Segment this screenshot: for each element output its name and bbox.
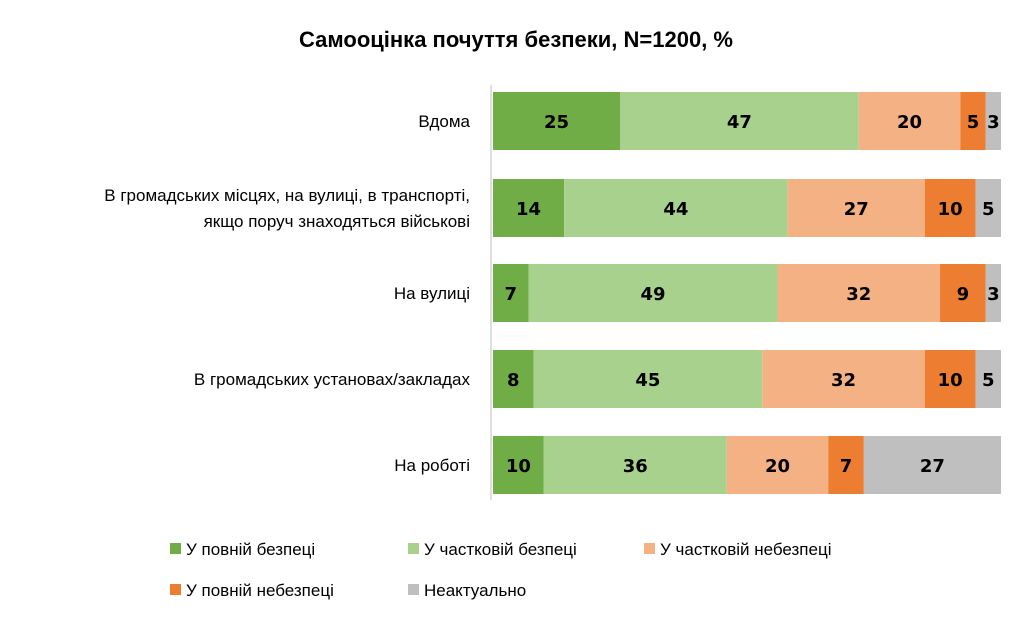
bar-segment [543,436,727,494]
data-label: 3 [987,112,1000,133]
bar-segment [777,264,941,322]
bar-segment [762,350,925,408]
category-label: На роботі [394,456,470,475]
bar-segment [493,179,565,237]
category-label: Вдома [418,112,470,131]
data-label: 9 [957,284,970,305]
bar-segment [528,264,778,322]
bar-segment [726,436,829,494]
legend-label: У повній небезпеці [186,581,334,600]
bar-segment [858,92,961,150]
bar-segment [863,436,1001,494]
legend-label: У повній безпеці [186,540,315,559]
bar-segment [975,179,1001,237]
data-label: 25 [544,112,569,133]
category-label: На вулиці [394,284,470,303]
data-label: 44 [663,199,688,220]
data-label: 32 [831,370,856,391]
data-label: 47 [727,112,752,133]
bar-segment [493,436,544,494]
data-label: 49 [640,284,665,305]
category-label: В громадських місцях, на вулиці, в транс… [104,186,470,205]
legend-swatch [408,584,419,595]
data-label: 27 [844,199,869,220]
legend-swatch [408,543,419,554]
bar-segment [924,350,976,408]
data-label: 5 [982,370,995,391]
data-label: 10 [938,370,963,391]
legend-swatch [644,543,655,554]
bar-segment [960,92,986,150]
data-label: 10 [506,456,531,477]
legend-swatch [170,584,181,595]
bar-segment [924,179,976,237]
data-label: 20 [765,456,790,477]
bar-segment [940,264,986,322]
category-label: В громадських установах/закладах [194,370,471,389]
bar-segment [828,436,864,494]
bar-segment [787,179,925,237]
bar-segment [533,350,763,408]
data-label: 36 [623,456,648,477]
legend-label: У частковій небезпеці [660,540,831,559]
data-label: 45 [635,370,660,391]
data-label: 5 [967,112,980,133]
bar-segment [493,92,620,150]
data-label: 10 [938,199,963,220]
legend-label: У частковій безпеці [424,540,577,559]
bar-segment [620,92,859,150]
legend-label: Неактуально [424,581,526,600]
data-label: 20 [897,112,922,133]
data-label: 3 [987,284,1000,305]
data-label: 32 [846,284,871,305]
data-label: 5 [982,199,995,220]
data-label: 7 [840,456,853,477]
category-label: якщо поруч знаходяться військові [204,212,470,231]
bar-segment [985,92,1001,150]
data-label: 7 [505,284,518,305]
bar-segment [493,264,529,322]
data-label: 14 [516,199,541,220]
bar-segment [985,264,1001,322]
chart-title: Самооцінка почуття безпеки, N=1200, % [299,27,733,52]
data-label: 27 [920,456,945,477]
data-label: 8 [507,370,520,391]
bar-segment [493,350,534,408]
bar-segment [564,179,788,237]
bar-segment [975,350,1001,408]
legend-swatch [170,543,181,554]
